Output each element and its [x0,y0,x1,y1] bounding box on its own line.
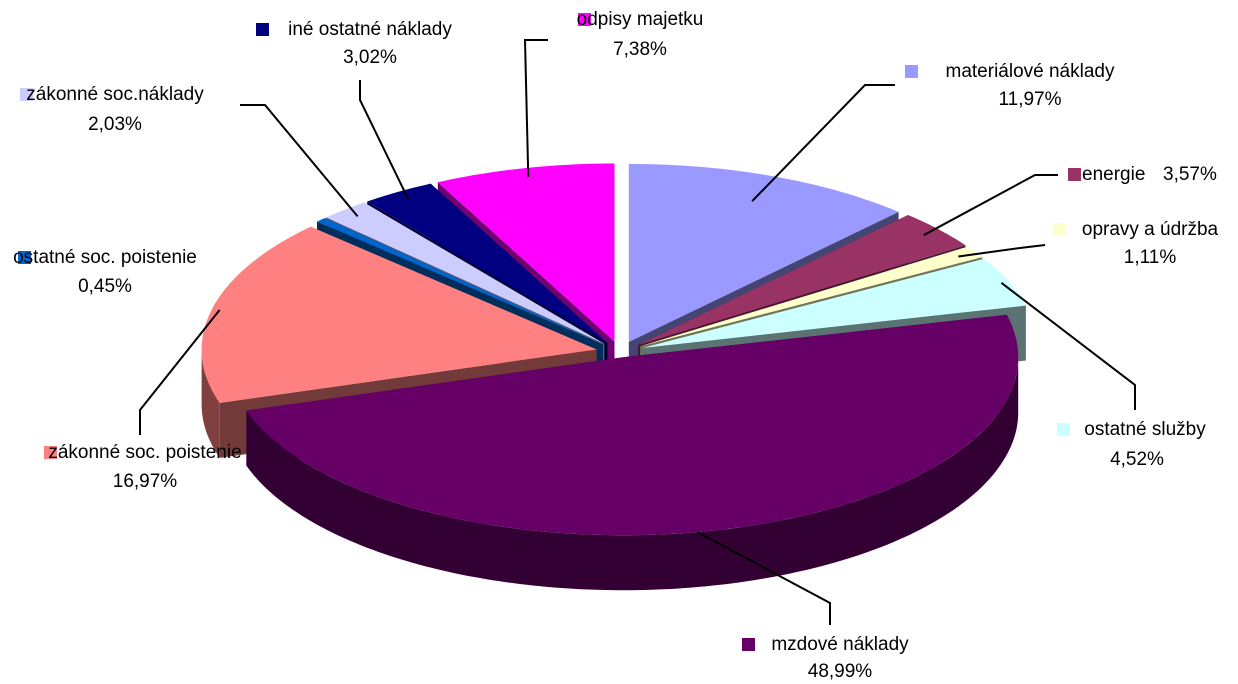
slice [326,202,605,344]
legend-marker [905,65,918,78]
category-label: materiálové náklady [946,61,1115,82]
legend-marker [256,23,269,36]
category-label: zákonné soc.náklady [26,84,204,105]
leader-line [958,244,1046,258]
legend-marker [18,251,31,264]
slice-tops [201,163,1026,536]
category-label: ostatné soc. poistenie [13,247,197,268]
value-label: 0,45% [78,276,132,297]
value-label: 11,97% [998,89,1061,110]
value-label: 16,97% [113,471,178,492]
slice [628,163,899,342]
leader-line [697,531,831,625]
value-label: 48,99% [808,661,873,682]
leader-line [1000,282,1136,410]
leader-line [523,39,548,177]
category-label: odpisy majetku [577,9,704,30]
legend-marker [1057,423,1070,436]
category-label: iné ostatné náklady [288,19,452,40]
value-label: 3,02% [343,47,397,68]
slice [642,258,1026,348]
legend-marker [1053,223,1066,236]
slice [367,183,608,343]
slice [638,215,966,345]
value-label: 4,52% [1110,449,1164,470]
leader-line [359,80,410,200]
category-label: zákonné soc. poistenie [48,442,241,463]
category-label: ostatné služby [1084,419,1206,440]
value-label: 2,03% [88,114,142,135]
category-label: opravy a údržba [1082,219,1219,240]
value-label: 3,57% [1163,164,1217,185]
leader-line [240,104,359,218]
leader-line [751,84,895,202]
slice-wall [246,357,1019,591]
slice [437,163,615,342]
labels: materiálové náklady 11,97% energie 3,57% opr… [13,9,1218,682]
slice [246,314,1019,536]
legend-marker [20,88,33,101]
legend-marker [1068,168,1081,181]
category-label: energie [1082,164,1145,185]
slice-wall [201,349,220,458]
legend-marker [742,638,755,651]
slice [640,246,983,347]
value-label: 7,38% [613,39,667,60]
legend-marker [578,13,591,26]
value-label: 1,11% [1124,247,1177,268]
leader-line [923,174,1058,237]
legend-marker [44,446,57,459]
slice [317,218,603,345]
slice [201,226,597,403]
category-label: mzdové náklady [771,634,909,655]
leader-line [139,309,221,435]
